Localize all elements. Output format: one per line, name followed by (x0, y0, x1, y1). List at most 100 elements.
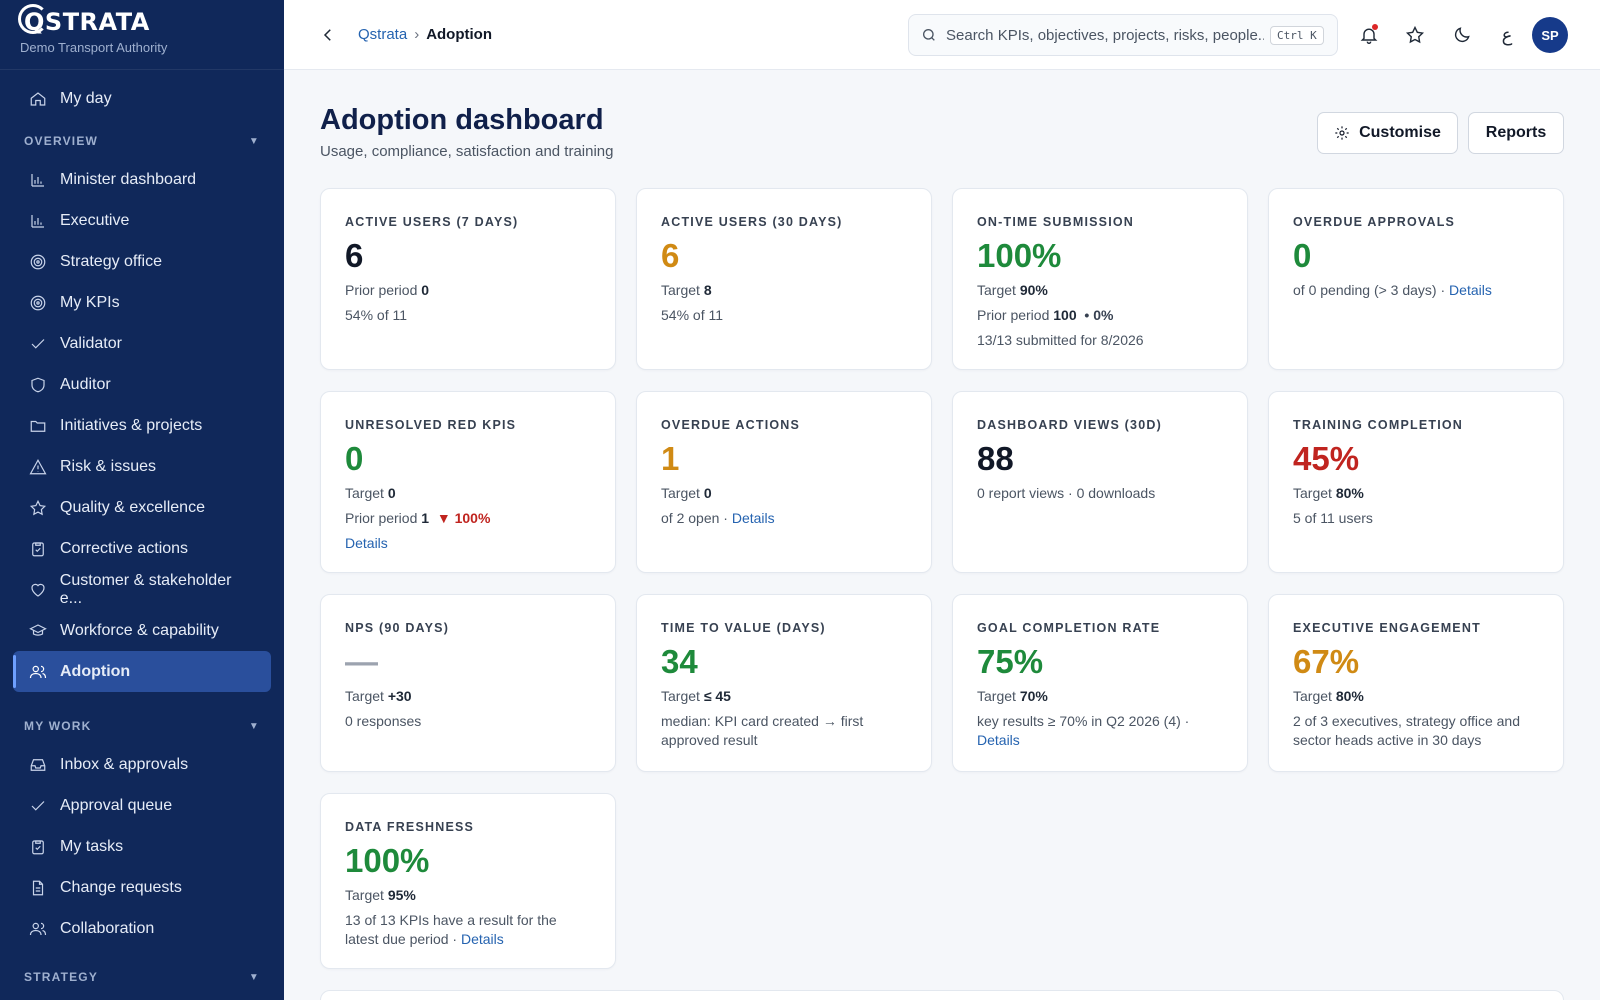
sidebar-item-minister-dashboard[interactable]: Minister dashboard (0, 159, 284, 200)
sidebar-item-label: My KPIs (60, 293, 120, 311)
card-label: DATA FRESHNESS (345, 820, 475, 834)
sidebar-item-label: Workforce & capability (60, 621, 219, 639)
sidebar-item-inbox-approvals[interactable]: Inbox & approvals (0, 744, 284, 785)
sidebar-item-auditor[interactable]: Auditor (0, 364, 284, 405)
card-label: ACTIVE USERS (7 DAYS) (345, 215, 519, 229)
card-value: 100% (977, 237, 1062, 274)
organization-name: Demo Transport Authority (20, 40, 168, 55)
bell-icon (1360, 28, 1378, 44)
sidebar-item-executive[interactable]: Executive (0, 200, 284, 241)
section-my-work[interactable]: MY WORK ▼ (0, 708, 284, 744)
details-link[interactable]: Details (731, 510, 775, 526)
card-detail: 0 responses (345, 713, 422, 729)
star-icon (1405, 25, 1425, 44)
sidebar-item-adoption[interactable]: Adoption (13, 651, 271, 692)
card-value: 45% (1293, 440, 1360, 477)
kpi-card-data-freshness[interactable]: DATA FRESHNESS 100% Target 95% 13 of 13 … (320, 793, 616, 969)
sidebar-item-change-requests[interactable]: Change requests (0, 867, 284, 908)
details-link[interactable]: Details (977, 732, 1020, 748)
kpi-card-active-users-7d[interactable]: ACTIVE USERS (7 DAYS) 6 Prior period 0 5… (320, 188, 616, 370)
sidebar-item-risk-issues[interactable]: Risk & issues (0, 446, 284, 487)
kpi-card-training-completion[interactable]: TRAINING COMPLETION 45% Target 80% 5 of … (1268, 391, 1564, 573)
language-toggle-button[interactable]: ع (1501, 24, 1513, 46)
sidebar-item-my-day[interactable]: My day (0, 78, 284, 119)
sidebar-item-validator[interactable]: Validator (0, 323, 284, 364)
theme-toggle-button[interactable] (1447, 20, 1477, 50)
section-overview[interactable]: OVERVIEW ▼ (0, 123, 284, 159)
card-target: Target 90% (977, 282, 1048, 298)
favorites-button[interactable] (1400, 20, 1430, 50)
sidebar-item-corrective-actions[interactable]: Corrective actions (0, 528, 284, 569)
page-title: Adoption dashboard (320, 104, 604, 136)
card-value: 88 (977, 440, 1014, 477)
details-link[interactable]: Details (460, 931, 504, 947)
sidebar-item-customer-stakeholder[interactable]: Customer & stakeholder e... (0, 569, 284, 610)
avatar[interactable]: SP (1532, 17, 1568, 53)
caret-down-icon: ▼ (248, 135, 260, 147)
sidebar-item-label: Strategy office (60, 252, 162, 270)
sidebar-item-collaboration[interactable]: Collaboration (0, 908, 284, 949)
bar-chart-icon (28, 170, 48, 190)
target-icon (28, 293, 48, 313)
sidebar-item-my-tasks[interactable]: My tasks (0, 826, 284, 867)
customise-button[interactable]: Customise (1317, 112, 1458, 154)
back-button[interactable] (310, 17, 346, 53)
kpi-card-dashboard-views[interactable]: DASHBOARD VIEWS (30D) 88 0 report views … (952, 391, 1248, 573)
kpi-card-executive-engagement[interactable]: EXECUTIVE ENGAGEMENT 67% Target 80% 2 of… (1268, 594, 1564, 772)
card-prior-period: Prior period 1 ▼ 100% (345, 510, 491, 526)
home-icon (28, 89, 48, 109)
sidebar-item-label: Approval queue (60, 796, 173, 814)
notifications-button[interactable] (1354, 20, 1384, 50)
brand: QSTRATA Demo Transport Authority (0, 0, 284, 70)
card-label: UNRESOLVED RED KPIS (345, 418, 517, 432)
reports-button[interactable]: Reports (1468, 112, 1564, 154)
card-target: Target 0 (345, 485, 396, 501)
details-link[interactable]: Details (345, 535, 388, 551)
shield-icon (28, 375, 48, 395)
check-icon (28, 334, 48, 354)
card-detail: 0 report views · 0 downloads (977, 485, 1156, 501)
kpi-card-nps[interactable]: NPS (90 DAYS) — Target +30 0 responses (320, 594, 616, 772)
sidebar-item-label: Executive (60, 211, 130, 229)
details-link[interactable]: Details (1449, 282, 1492, 298)
sidebar-item-strategy-office[interactable]: Strategy office (0, 241, 284, 282)
card-target: Target ≤ 45 (661, 688, 731, 704)
sidebar-item-label: Change requests (60, 878, 182, 896)
sidebar-item-quality-excellence[interactable]: Quality & excellence (0, 487, 284, 528)
sidebar-item-label: Adoption (60, 662, 131, 680)
card-value: 75% (977, 643, 1044, 680)
sidebar-item-label: Auditor (60, 375, 111, 393)
clipboard-check-icon (28, 837, 48, 857)
sidebar-item-approval-queue[interactable]: Approval queue (0, 785, 284, 826)
kpi-card-active-users-30d[interactable]: ACTIVE USERS (30 DAYS) 6 Target 8 54% of… (636, 188, 932, 370)
kpi-card-on-time-submission[interactable]: ON-TIME SUBMISSION 100% Target 90% Prior… (952, 188, 1248, 370)
logo[interactable]: QSTRATA (18, 4, 150, 36)
page-subtitle: Usage, compliance, satisfaction and trai… (320, 143, 614, 160)
sidebar-item-label: Risk & issues (60, 457, 157, 475)
notification-dot (1372, 24, 1378, 30)
sidebar-item-initiatives-projects[interactable]: Initiatives & projects (0, 405, 284, 446)
search-input[interactable] (946, 26, 1264, 44)
sidebar-item-label: Inbox & approvals (60, 755, 189, 773)
sidebar-item-label: Quality & excellence (60, 498, 205, 516)
section-strategy[interactable]: STRATEGY ▼ (0, 959, 284, 995)
card-label: OVERDUE ACTIONS (661, 418, 801, 432)
sidebar-item-my-kpis[interactable]: My KPIs (0, 282, 284, 323)
card-value: — (345, 643, 378, 680)
card-value: 100% (345, 842, 430, 879)
kpi-card-overdue-approvals[interactable]: OVERDUE APPROVALS 0 of 0 pending (> 3 da… (1268, 188, 1564, 370)
search-icon (923, 29, 935, 41)
kpi-card-unresolved-red-kpis[interactable]: UNRESOLVED RED KPIS 0 Target 0 Prior per… (320, 391, 616, 573)
kpi-card-overdue-actions[interactable]: OVERDUE ACTIONS 1 Target 0 of 2 open · D… (636, 391, 932, 573)
card-value: 1 (661, 440, 680, 477)
sidebar-item-label: Validator (60, 334, 122, 352)
global-search[interactable]: Ctrl K (908, 14, 1338, 56)
kpi-card-goal-completion[interactable]: GOAL COMPLETION RATE 75% Target 70% key … (952, 594, 1248, 772)
sidebar-item-workforce-capability[interactable]: Workforce & capability (0, 610, 284, 651)
card-target: Target 70% (977, 688, 1048, 704)
target-icon (28, 252, 48, 272)
breadcrumb-root[interactable]: Qstrata (358, 26, 408, 43)
kpi-card-time-to-value[interactable]: TIME TO VALUE (DAYS) 34 Target ≤ 45 medi… (636, 594, 932, 772)
card-detail: 54% of 11 (345, 307, 408, 323)
card-prior-period: Prior period 0 (345, 282, 430, 298)
